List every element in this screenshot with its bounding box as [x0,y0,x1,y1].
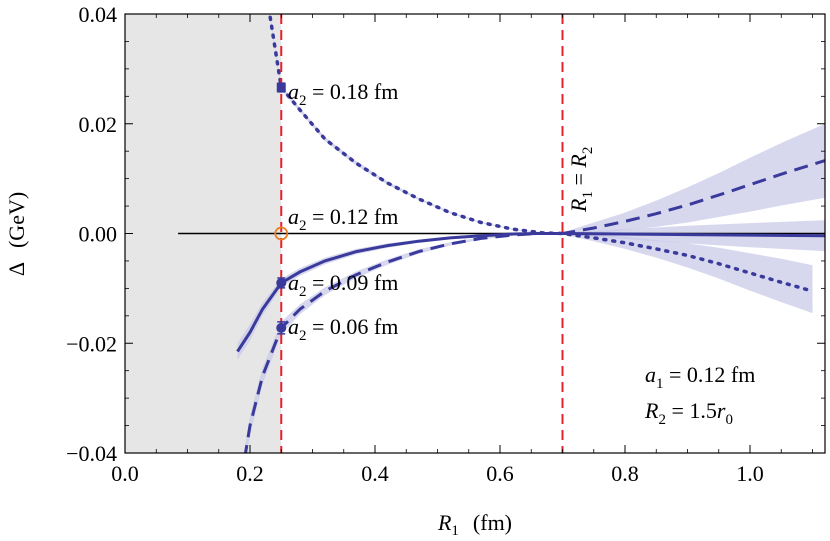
marker-a018 [276,83,286,93]
error-band-a018 [269,14,813,314]
axis-ticks: 0.0 0.2 0.4 0.6 0.8 1.0 −0.04 −0.02 0.00 0.02 0.04 [66,2,825,486]
r1-equals-r2-label: R1 = R2 [566,147,596,213]
marker-a009 [276,277,287,288]
y-tick-label: 0.02 [79,112,118,137]
x-tick-label: 0.6 [486,461,514,486]
series-label-a012: a2 = 0.12 fm [288,204,398,234]
x-tick-label: 0.2 [236,461,264,486]
y-tick-label: 0.00 [79,222,118,247]
y-tick-label: −0.04 [66,441,117,466]
marker-a006 [276,322,287,333]
x-tick-label: 1.0 [736,461,764,486]
x-tick-label: 0.4 [361,461,389,486]
marker-a012 [274,226,289,241]
series-label-a006: a2 = 0.06 fm [288,314,398,344]
series-label-a018: a2 = 0.18 fm [288,79,398,109]
series-label-a009: a2 = 0.09 fm [288,270,398,300]
series-line-a006 [244,159,825,453]
data-markers [274,82,289,335]
y-tick-label: 0.04 [79,2,118,27]
y-axis-title: Δ(GeV) [4,192,29,276]
y-tick-label: −0.02 [66,331,117,356]
x-axis-title: R1 (fm) [437,510,512,539]
x-tick-label: 0.8 [611,461,639,486]
annotation-r2: R2 = 1.5r0 [644,398,733,428]
series-line-a018 [267,14,815,293]
x-tick-label: 0.0 [111,461,139,486]
annotation-a1: a1 = 0.12 fm [645,362,755,392]
